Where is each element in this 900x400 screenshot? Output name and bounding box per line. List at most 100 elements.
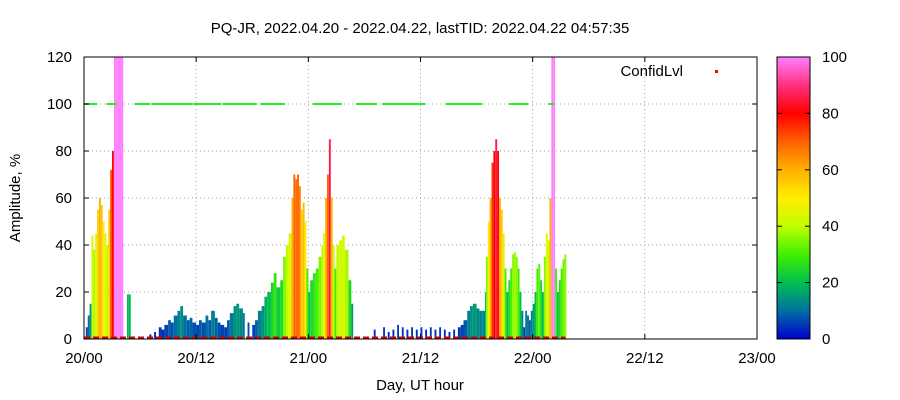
amplitude-bar (457, 327, 461, 339)
y-tick-label: 60 (55, 190, 72, 207)
confidence-point (197, 103, 200, 105)
confidence-point (393, 103, 396, 105)
confidence-point (153, 103, 156, 105)
confidence-point (93, 103, 96, 105)
amplitude-bar (233, 306, 237, 339)
amplitude-bar (280, 280, 284, 339)
confidence-point (214, 103, 217, 105)
confidence-point (477, 103, 480, 105)
confidence-point (391, 103, 394, 105)
confidence-point (394, 103, 397, 105)
amplitude-bar (545, 233, 548, 339)
amplitude-bar (229, 313, 234, 339)
amplitude-bar (302, 202, 305, 339)
confidence-point (375, 103, 378, 105)
confidence-point (384, 103, 387, 105)
confidence-point (90, 103, 93, 105)
amplitude-bar (549, 198, 552, 339)
confidence-point (509, 103, 512, 105)
confidence-point (268, 103, 271, 105)
confidence-point (174, 103, 177, 105)
amplitude-bar (543, 256, 546, 339)
confidence-point (416, 103, 419, 105)
confidence-point (266, 103, 269, 105)
amplitude-bar (532, 303, 535, 339)
amplitude-bar (224, 327, 228, 339)
confidence-point (445, 103, 448, 105)
amplitude-bar (341, 235, 345, 339)
confidence-point (515, 103, 518, 105)
amplitude-bar (85, 327, 88, 339)
amplitude-bar (420, 327, 423, 339)
amplitude-bar (493, 151, 496, 339)
confidence-point (242, 103, 245, 105)
confidence-point (519, 103, 522, 105)
amplitude-bar (297, 174, 299, 339)
confidence-point (107, 103, 110, 105)
confidence-point (373, 103, 376, 105)
confidence-point (155, 103, 158, 105)
confidence-point (157, 103, 160, 105)
confidence-point (244, 103, 247, 105)
amplitude-bar (119, 57, 122, 339)
confidence-point (236, 103, 239, 105)
confidence-point (263, 103, 266, 105)
amplitude-bar (510, 268, 513, 339)
confidence-point (113, 103, 116, 105)
confidence-point (479, 103, 482, 105)
x-tick-label: 20/12 (177, 350, 215, 367)
confidence-point (195, 103, 198, 105)
amplitude-bar (113, 57, 116, 339)
amplitude-bar (504, 268, 507, 339)
confidence-point (91, 103, 94, 105)
confidence-point (111, 103, 114, 105)
amplitude-bar (270, 282, 274, 339)
confidence-point (142, 103, 145, 105)
confidence-point (156, 103, 159, 105)
confidence-point (183, 103, 186, 105)
amplitude-bar (220, 324, 225, 339)
confidence-point (217, 103, 220, 105)
confidence-point (279, 103, 282, 105)
confidence-point (175, 103, 178, 105)
amplitude-bar (542, 292, 544, 339)
amplitude-bar (173, 315, 178, 339)
confidence-point (411, 103, 414, 105)
confidence-point (240, 103, 243, 105)
amplitude-bar (161, 329, 165, 339)
colorbar-tick-label: 80 (822, 105, 839, 122)
y-tick-label: 20 (55, 284, 72, 301)
confidence-point (109, 103, 112, 105)
amplitude-bar (198, 320, 202, 339)
amplitude-bar (373, 329, 376, 339)
confidence-point (474, 103, 477, 105)
confidence-point (114, 103, 117, 105)
confidence-point (135, 103, 138, 105)
confidence-point (551, 103, 554, 105)
confidence-point (357, 103, 360, 105)
amplitude-bar (397, 324, 400, 339)
amplitude-bar (180, 306, 184, 339)
confidence-point (315, 103, 318, 105)
amplitude-bar (308, 292, 311, 339)
amplitude-bar (540, 280, 543, 339)
x-tick-label: 22/00 (514, 350, 552, 367)
confidence-point (169, 103, 172, 105)
confidence-point (210, 103, 213, 105)
confidence-point (415, 103, 418, 105)
amplitude-bar (128, 294, 131, 339)
confidence-point (392, 103, 395, 105)
confidence-point (277, 103, 280, 105)
amplitude-bar (315, 268, 319, 339)
confidence-point (401, 103, 404, 105)
confidence-point (409, 103, 412, 105)
confidence-point (198, 103, 201, 105)
confidence-point (327, 103, 330, 105)
confidence-point (278, 103, 281, 105)
confidence-point (262, 103, 265, 105)
amplitude-bar (313, 273, 316, 339)
amplitude-bar (387, 331, 390, 339)
confidence-point (360, 103, 363, 105)
confidence-point (410, 103, 413, 105)
amplitude-bar (91, 235, 94, 339)
